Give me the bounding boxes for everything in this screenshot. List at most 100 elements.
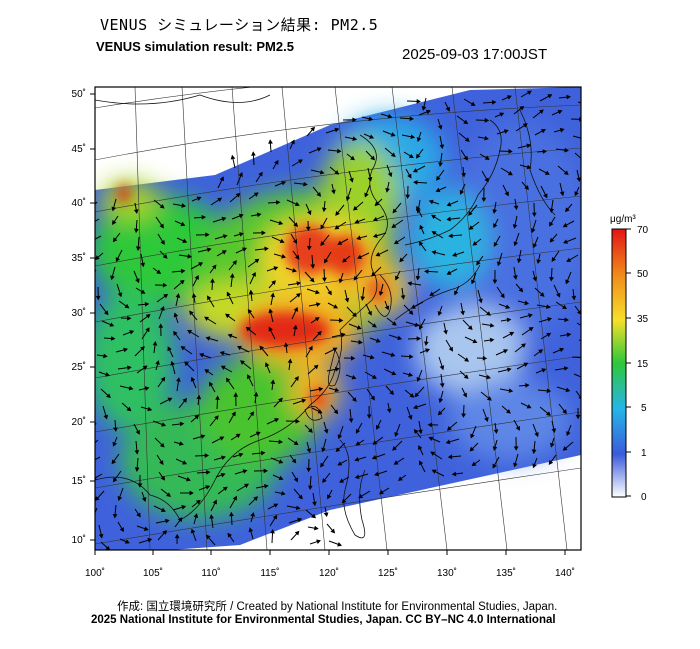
wind-arrow-head [135,246,141,252]
wind-arrow-head [294,201,300,207]
wind-arrow-head [500,293,505,299]
wind-arrow-head [232,260,237,266]
wind-arrow-head [437,410,443,416]
wind-arrow-head [278,220,284,226]
longitude-labels: 100˚ 105˚ 110˚ 115˚ 120˚ 125˚ 130˚ 135˚ … [85,567,575,579]
wind-arrow-head [283,342,289,347]
wind-arrow-head [281,490,286,496]
wind-arrow-head [372,233,378,238]
wind-arrow-head [321,447,326,453]
timestamp: 2025-09-03 17:00JST [402,46,548,63]
wind-arrow-head [493,223,498,229]
wind-arrow-head [464,137,470,142]
wind-arrow-head [416,377,421,382]
wind-arrow-head [144,301,150,307]
wind-arrow-head [585,103,588,106]
wind-arrow-head [235,433,241,439]
wind-arrow-head [397,335,403,341]
wind-arrow-head [225,313,230,319]
wind-arrow-head [140,289,146,294]
wind-arrow-head [297,159,303,164]
wind-arrow-head [407,173,412,179]
license-line: 2025 National Institute for Environmenta… [91,614,556,626]
wind-arrow-head [504,191,509,197]
wind-arrow-head [196,196,202,201]
wind-arrow-head [393,460,399,465]
wind-arrow-head [414,392,420,398]
wind-arrow-head [562,446,568,451]
colorbar-ticks [626,228,631,497]
wind-arrow-head [391,223,397,228]
wind-arrow-head [297,517,303,523]
wind-arrow-head [378,291,384,296]
wind-arrow-head [463,119,469,125]
wind-arrow-head [482,355,488,361]
wind-arrow-head [392,208,398,214]
wind-arrow-head [144,386,150,391]
wind-arrow-head [306,448,312,454]
wind-arrow-head [492,209,498,215]
wind-arrow-head [152,340,158,346]
wind-arrow-head [214,415,219,421]
wind-arrow-head [322,277,327,283]
wind-arrow-head [369,134,375,139]
wind-arrow-head [344,297,350,303]
wind-arrow-head [258,171,263,177]
wind-arrow-head [414,322,420,327]
wind-arrow-head [186,476,191,482]
wind-arrow-head [323,258,329,264]
wind-arrow-head [352,136,358,142]
wind-arrow-head [88,209,91,212]
wind-arrow-head [279,238,285,244]
wind-arrow-head [251,271,256,277]
wind-arrow-head [531,449,537,455]
wind-arrow-head [395,275,400,281]
wind-arrow-head [134,467,140,472]
wind-arrow-head [539,292,545,297]
wind-arrow-head [427,422,433,428]
wind-arrow-head [408,310,414,315]
wind-arrow-head [439,144,445,150]
wind-arrow-head [335,210,340,216]
wind-arrow-head [189,490,194,496]
wind-arrow-head [268,326,273,332]
wind-arrow-head [503,349,509,354]
wind-arrow-head [562,409,567,415]
wind-arrow-head [390,352,396,357]
wind-arrow-head [128,385,134,391]
wind-arrow-head [337,461,343,466]
wind-arrow-head [180,345,186,351]
wind-arrow-head [431,250,437,255]
wind-arrow-head [209,381,214,387]
wind-arrow-head [348,418,354,423]
wind-arrow-head [293,306,298,312]
wind-arrow-head [556,292,561,298]
wind-arrow-head [438,398,444,404]
wind-arrow-head [472,338,478,344]
wind-arrow-head [384,305,390,311]
wind-arrow-shaft [95,439,99,444]
wind-arrow-head [103,353,108,359]
wind-arrow-head [443,329,448,335]
wind-arrow-head [530,228,536,234]
wind-arrow-head [161,422,167,427]
wind-arrow-head [244,483,249,489]
wind-arrow-head [222,234,228,239]
wind-arrow-head [270,379,276,385]
wind-arrow-head [400,295,406,300]
wind-arrow-head [557,109,563,115]
colorbar: μg/m³ 70 50 35 15 5 1 0 [610,214,649,503]
wind-arrow-head [254,258,260,264]
wind-arrow-head [292,239,298,244]
wind-arrow-head [133,209,139,214]
wind-arrow-head [221,216,227,222]
wind-arrow-head [372,440,378,445]
wind-arrow-head [445,106,450,112]
wind-arrow-head [268,308,274,314]
wind-arrow-head [294,254,300,260]
wind-arrow-head [437,124,443,130]
wind-arrow-head [295,418,300,424]
wind-arrow-head [109,322,115,327]
wind-arrow-head [242,469,248,474]
wind-arrow-head [352,205,358,211]
